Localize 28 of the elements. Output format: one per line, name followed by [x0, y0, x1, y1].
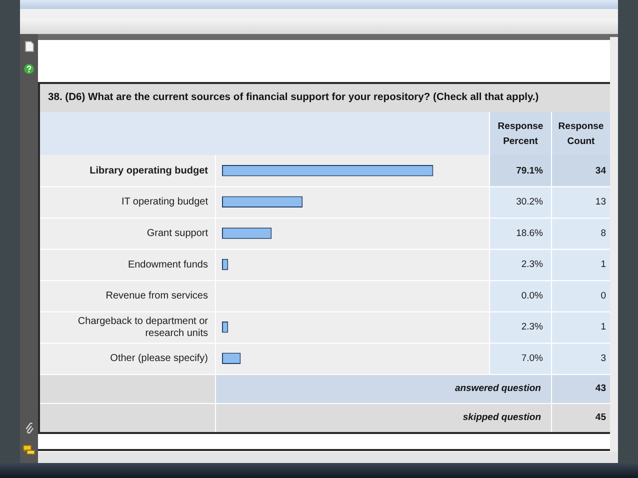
text: Response Count: [551, 112, 610, 155]
text: 1: [600, 259, 606, 270]
text: skipped question: [462, 411, 541, 425]
text: 1: [600, 322, 606, 333]
y-tick-label: Other (please specify): [110, 353, 208, 364]
text: 13: [595, 196, 606, 208]
y-tick-label: Endowment funds: [128, 259, 208, 270]
text: 45: [595, 411, 606, 425]
text: 8: [600, 228, 606, 239]
data-label: 2.3%: [521, 259, 544, 270]
y-tick-label: Chargeback to department or research units: [78, 316, 209, 339]
data-label: 79.1%: [516, 165, 544, 176]
text: answered question: [454, 382, 541, 396]
data-label: 7.0%: [521, 352, 544, 364]
data-label: 0.0%: [521, 290, 544, 302]
y-tick-label: Library operating budget: [90, 165, 209, 176]
data-label: 2.3%: [521, 322, 544, 333]
data-label: 30.2%: [516, 196, 544, 208]
y-tick-label: Grant support: [146, 228, 208, 239]
y-tick-label: Revenue from services: [106, 290, 208, 302]
text: 34: [595, 165, 607, 176]
y-tick-label: IT operating budget: [121, 196, 208, 208]
text: 43: [595, 382, 606, 396]
text: 0: [600, 290, 606, 302]
text: 3: [600, 352, 606, 364]
chart-title: 38. (D6) What are the current sources of financial support for your repository? (Check all that apply.): [48, 91, 539, 105]
text: Response Percent: [489, 112, 551, 155]
data-label: 18.6%: [516, 228, 544, 239]
